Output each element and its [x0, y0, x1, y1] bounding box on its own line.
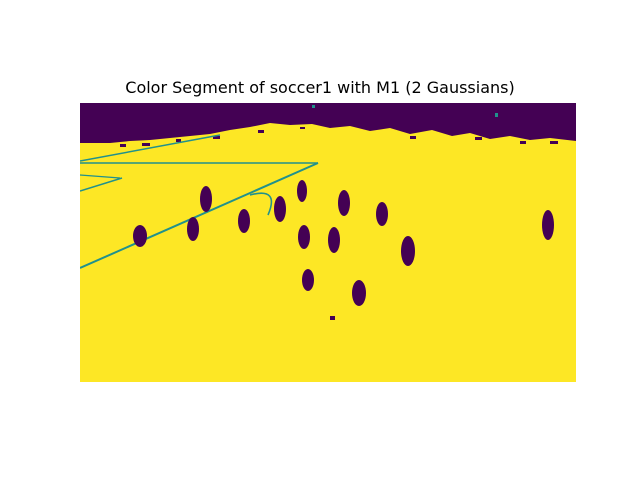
stands-region: [80, 103, 576, 143]
player-blob: [297, 180, 307, 202]
player-blob: [133, 225, 147, 247]
player-blob: [187, 217, 199, 241]
segmentation-mask: [80, 103, 576, 382]
segmentation-image: [80, 103, 576, 382]
player-blobs: [133, 180, 554, 320]
edge-speckles: [120, 105, 558, 147]
figure-title: Color Segment of soccer1 with M1 (2 Gaus…: [125, 78, 515, 97]
player-blob: [401, 236, 415, 266]
player-blob: [376, 202, 388, 226]
player-blob: [352, 280, 366, 306]
player-blob: [274, 196, 286, 222]
player-blob: [238, 209, 250, 233]
field-region: [80, 103, 576, 382]
player-blob: [542, 210, 554, 240]
player-blob: [200, 186, 212, 212]
ball-blob: [330, 316, 335, 320]
pitch-lines: [80, 134, 319, 269]
player-blob: [338, 190, 350, 216]
player-blob: [298, 225, 310, 249]
player-blob: [302, 269, 314, 291]
player-blob: [328, 227, 340, 253]
